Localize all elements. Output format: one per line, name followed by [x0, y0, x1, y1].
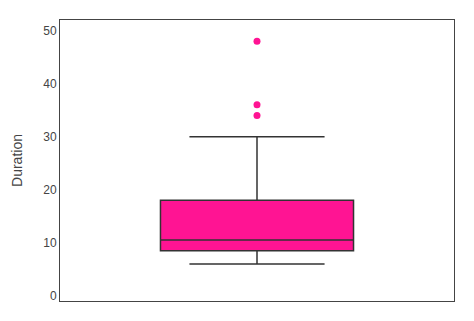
svg-text:50: 50: [43, 24, 57, 38]
svg-text:10: 10: [43, 236, 57, 250]
svg-text:30: 30: [43, 130, 57, 144]
svg-text:40: 40: [43, 77, 57, 91]
svg-text:20: 20: [43, 183, 57, 197]
svg-text:0: 0: [50, 289, 57, 303]
svg-text:Duration: Duration: [9, 134, 25, 187]
